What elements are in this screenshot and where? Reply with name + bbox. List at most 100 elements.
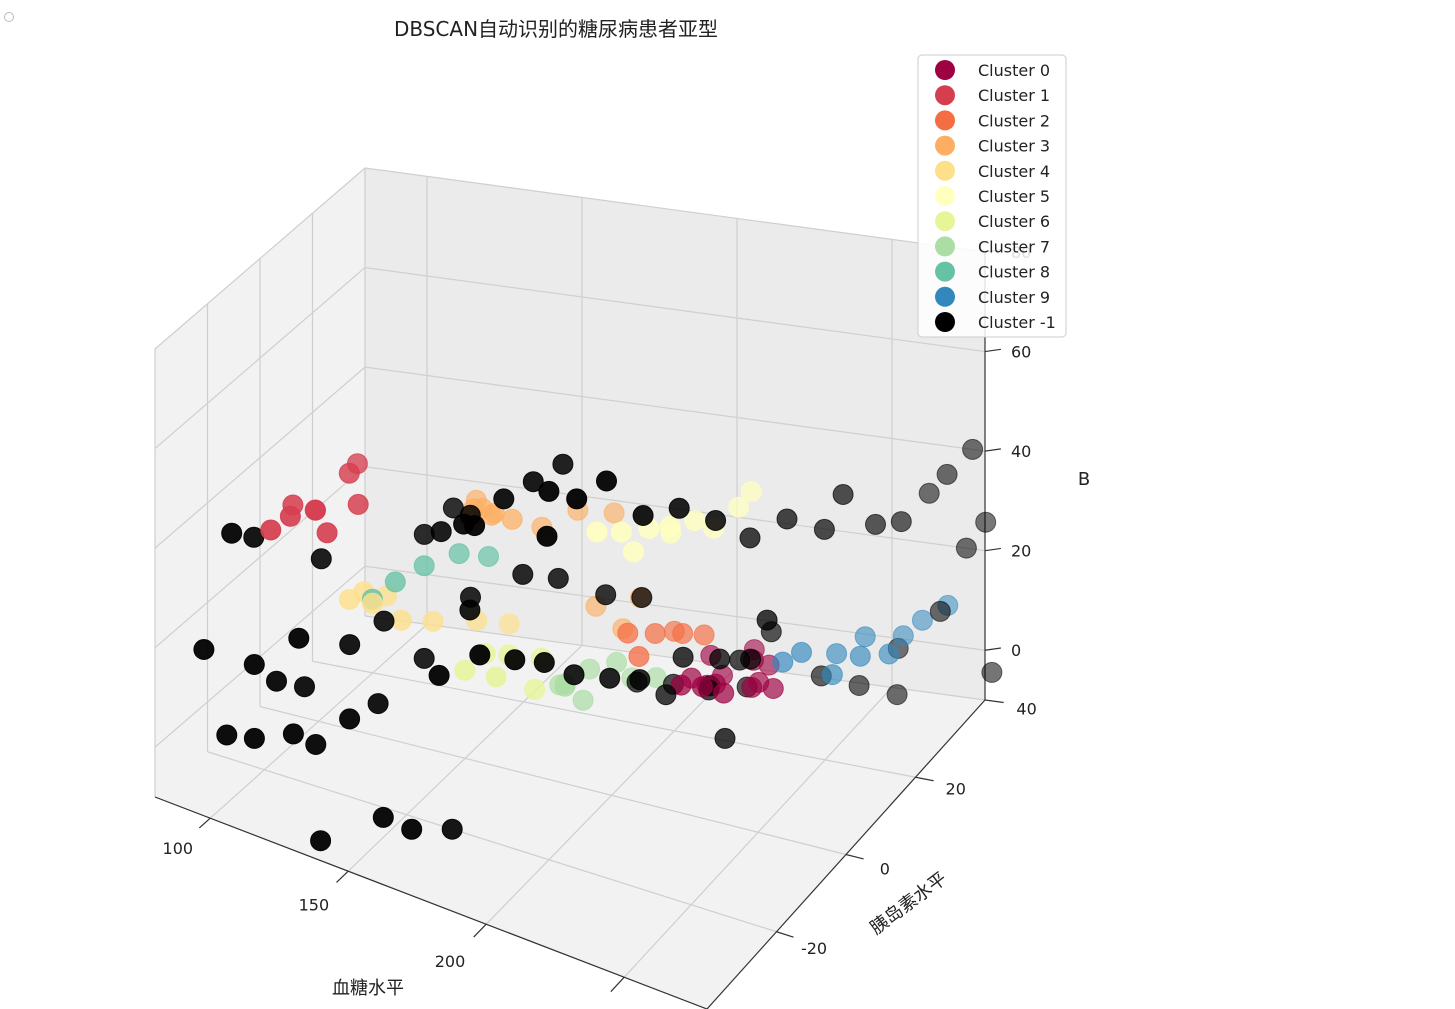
legend-marker (935, 60, 955, 80)
data-point-cluster-6 (454, 659, 476, 681)
data-point-cluster--1 (890, 511, 912, 533)
legend-marker (935, 236, 955, 257)
data-point-cluster-9 (892, 625, 914, 647)
data-point-cluster--1 (373, 610, 395, 632)
data-point-cluster-9 (849, 645, 871, 667)
legend-marker (935, 261, 955, 282)
data-point-cluster-0 (741, 676, 763, 698)
grid-line-z-back (364, 167, 986, 253)
y-tick-label: -20 (801, 939, 827, 958)
data-point-cluster-2 (644, 623, 666, 644)
x-axis-label: 血糖水平 (332, 978, 404, 999)
grid-line-z-left (154, 167, 366, 350)
data-point-cluster--1 (193, 639, 215, 660)
legend-marker (935, 110, 955, 131)
data-point-cluster-8 (478, 546, 499, 567)
data-point-cluster-1 (316, 522, 338, 544)
data-point-cluster--1 (221, 522, 243, 544)
data-point-cluster--1 (413, 647, 435, 669)
data-point-cluster-3 (603, 502, 625, 524)
legend: Cluster 0 Cluster 1 Cluster 2 Cluster 3 Clus… (917, 54, 1067, 338)
grid-line-z-back (364, 565, 986, 651)
data-point-cluster--1 (739, 527, 761, 549)
z-tick-mark (984, 647, 1001, 651)
data-point-cluster-8 (413, 555, 435, 577)
legend-marker (935, 286, 955, 307)
data-point-cluster-9 (791, 641, 812, 663)
data-point-cluster--1 (848, 675, 870, 696)
data-point-cluster-1 (305, 499, 326, 521)
legend-label: Cluster -1 (978, 313, 1056, 332)
data-point-cluster-1 (279, 505, 301, 527)
data-point-cluster--1 (266, 670, 287, 692)
z-tick-label: 20 (1011, 542, 1031, 561)
data-point-cluster--1 (668, 497, 690, 519)
data-point-cluster--1 (552, 453, 574, 475)
legend-label: Cluster 4 (978, 162, 1050, 181)
x-tick-label: 150 (299, 896, 330, 915)
data-point-cluster--1 (563, 664, 585, 686)
data-point-cluster-6 (485, 666, 507, 688)
data-point-cluster--1 (740, 648, 762, 670)
z-tick-mark (984, 547, 1001, 552)
x-tick-label: 100 (163, 839, 194, 858)
y-tick-mark (984, 699, 1004, 704)
data-point-cluster--1 (339, 634, 361, 656)
data-point-cluster-0 (670, 674, 692, 696)
data-point-cluster--1 (936, 463, 958, 485)
data-point-cluster-0 (691, 676, 713, 698)
data-point-cluster--1 (832, 484, 854, 505)
data-point-cluster--1 (401, 818, 423, 840)
data-point-cluster--1 (865, 513, 886, 535)
data-point-cluster-0 (713, 682, 735, 704)
legend-label: Cluster 8 (978, 263, 1050, 282)
grid-line-y-floor (259, 705, 847, 856)
z-tick-mark (984, 348, 1001, 353)
data-point-cluster--1 (655, 684, 677, 706)
data-point-cluster--1 (962, 438, 984, 460)
data-point-cluster--1 (372, 806, 394, 828)
data-point-cluster--1 (599, 667, 621, 689)
data-point-cluster-4 (338, 589, 360, 610)
z-tick-mark (984, 448, 1001, 452)
legend-marker (935, 135, 955, 156)
data-point-cluster--1 (294, 676, 315, 698)
data-point-cluster--1 (216, 724, 238, 746)
data-point-cluster--1 (310, 830, 332, 852)
data-point-cluster-5 (610, 521, 632, 543)
grid-line-y-floor (312, 660, 916, 778)
data-point-cluster--1 (776, 508, 798, 530)
grid-line-y-floor (207, 751, 777, 933)
data-point-cluster-1 (338, 462, 360, 484)
data-point-cluster-4 (362, 592, 383, 614)
data-point-cluster-2 (672, 623, 694, 644)
data-point-cluster--1 (493, 488, 515, 510)
data-point-cluster--1 (981, 661, 1003, 683)
x-tick-label: 200 (435, 952, 466, 971)
chart-title: DBSCAN自动识别的糖尿病患者亚型 (394, 17, 718, 41)
data-point-cluster-1 (260, 519, 282, 541)
grid-line-z-left (154, 466, 366, 649)
data-point-cluster--1 (709, 648, 731, 670)
x-tick-mark (198, 817, 211, 829)
x-tick-mark (610, 976, 625, 993)
data-point-cluster-5 (659, 515, 681, 537)
y-tick-label: 20 (946, 780, 966, 799)
data-point-cluster-7 (572, 689, 594, 711)
data-point-cluster-2 (628, 646, 650, 667)
data-point-cluster--1 (243, 727, 265, 749)
grid-line-z-back (364, 266, 986, 353)
legend-label: Cluster 3 (978, 137, 1050, 156)
legend-marker (935, 160, 955, 181)
y-tick-mark (776, 931, 794, 938)
data-point-cluster-5 (684, 510, 706, 532)
data-point-cluster-4 (498, 613, 520, 635)
legend-frame (917, 54, 1067, 338)
data-point-cluster-1 (347, 493, 369, 515)
data-point-cluster-9 (772, 651, 794, 673)
data-point-cluster--1 (459, 599, 481, 621)
data-point-cluster--1 (538, 480, 560, 502)
data-point-cluster--1 (929, 600, 951, 622)
x-tick-mark (336, 870, 349, 883)
